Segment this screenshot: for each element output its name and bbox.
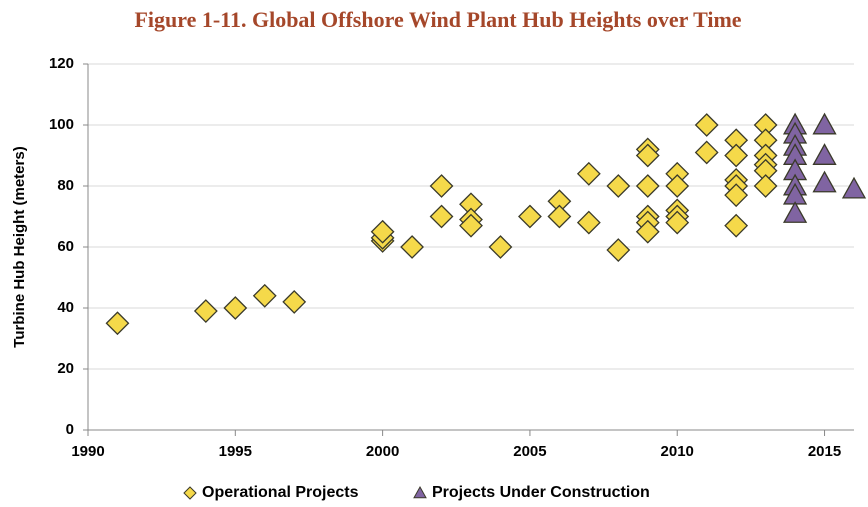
point [282,289,307,314]
y-tick-label: 100 [49,116,74,133]
x-tick-label: 2015 [808,443,841,460]
point [665,174,690,198]
point [223,296,248,320]
point [576,210,601,235]
point [782,201,808,223]
point [252,283,277,308]
point [694,140,719,165]
point [400,235,424,259]
point [724,143,749,168]
point [635,174,660,198]
legend-marker [413,485,427,499]
y-axis-label: Turbine Hub Height (meters) [11,146,28,347]
point [753,174,778,198]
x-tick-label: 2000 [366,443,399,460]
point [547,204,572,229]
point [635,143,660,168]
legend-label: Projects Under Construction [432,484,650,501]
y-tick-label: 0 [66,421,74,438]
point [606,174,631,198]
x-tick-label: 2005 [513,443,546,460]
y-tick-label: 20 [57,360,74,377]
point [724,213,749,238]
chart-title: Figure 1-11. Global Offshore Wind Plant … [134,7,741,32]
point [812,112,837,135]
point [193,299,218,323]
legend-marker [183,486,197,500]
y-tick-label: 60 [57,238,74,255]
point [105,311,130,336]
point [459,213,483,238]
point [370,219,395,244]
point [429,174,454,198]
point [812,143,837,165]
x-tick-label: 1990 [71,443,104,460]
x-tick-label: 1995 [219,443,252,460]
point [606,238,631,262]
point [576,161,601,186]
point [724,183,749,208]
y-tick-label: 120 [49,55,74,72]
point [635,219,660,244]
x-tick-label: 2010 [661,443,694,460]
point [812,170,837,193]
point [694,113,719,137]
point [518,204,542,229]
legend-label: Operational Projects [202,484,359,501]
point [665,210,690,235]
point [488,235,513,259]
y-tick-label: 80 [57,177,74,194]
point [841,176,867,199]
y-tick-label: 40 [57,299,74,316]
point [429,204,454,229]
